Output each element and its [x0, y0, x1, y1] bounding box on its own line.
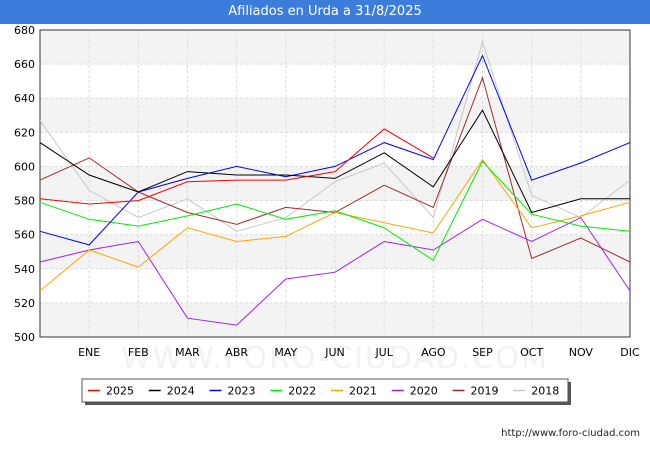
- y-tick-label: 680: [14, 24, 35, 37]
- x-axis: ENE FEB MAR ABR MAY JUN JUL AGO SEP OCT NOV DIC: [78, 346, 640, 359]
- y-tick-label: 620: [14, 126, 35, 139]
- y-tick-label: 520: [14, 297, 35, 310]
- legend-label-2022: 2022: [288, 385, 316, 398]
- legend-label-2020: 2020: [410, 385, 438, 398]
- x-tick-label: JUN: [324, 346, 345, 359]
- legend-label-2019: 2019: [471, 385, 499, 398]
- source-credit: http://www.foro-ciudad.com: [501, 428, 640, 439]
- x-tick-label: ABR: [225, 346, 248, 359]
- watermark: WWW.FORO-CIUDAD.COM: [121, 341, 549, 376]
- y-tick-label: 540: [14, 263, 35, 276]
- chart-title: Afiliados en Urda a 31/8/2025: [228, 4, 422, 19]
- x-tick-label: MAY: [274, 346, 297, 359]
- x-tick-label: OCT: [520, 346, 543, 359]
- series-line-2018: [39, 40, 631, 232]
- y-axis: 500 520 540 560 580 600 620 640 660 680: [14, 24, 35, 344]
- y-tick-label: 600: [14, 160, 35, 173]
- legend-label-2018: 2018: [531, 385, 559, 398]
- title-bar: Afiliados en Urda a 31/8/2025: [0, 0, 650, 24]
- y-tick-label: 560: [14, 229, 35, 242]
- series-line-2021: [39, 158, 631, 292]
- y-tick-label: 580: [14, 195, 35, 208]
- x-tick-label: MAR: [175, 346, 200, 359]
- grid: [39, 29, 631, 338]
- x-tick-label: FEB: [128, 346, 149, 359]
- legend: 2025 2024 2023 2022 2021 2020 2019 2018: [81, 378, 571, 405]
- legend-box: [81, 378, 569, 403]
- series-line-2025: [39, 128, 434, 205]
- plot-frame: [39, 29, 631, 338]
- x-tick-label: SEP: [472, 346, 493, 359]
- x-tick-label: ENE: [78, 346, 100, 359]
- series-lines: [39, 40, 631, 326]
- y-tick-label: 640: [14, 92, 35, 105]
- legend-label-2024: 2024: [167, 385, 195, 398]
- y-tick-label: 660: [14, 58, 35, 71]
- legend-label-2021: 2021: [349, 385, 377, 398]
- x-tick-label: JUL: [374, 346, 393, 359]
- series-line-2022: [39, 160, 631, 262]
- x-tick-label: AGO: [421, 346, 446, 359]
- legend-label-2025: 2025: [106, 385, 134, 398]
- legend-label-2023: 2023: [228, 385, 256, 398]
- series-line-2024: [39, 109, 630, 214]
- y-tick-label: 500: [14, 331, 35, 344]
- series-line-2020: [39, 216, 631, 326]
- x-tick-label: DIC: [620, 346, 640, 359]
- x-tick-label: NOV: [569, 346, 594, 359]
